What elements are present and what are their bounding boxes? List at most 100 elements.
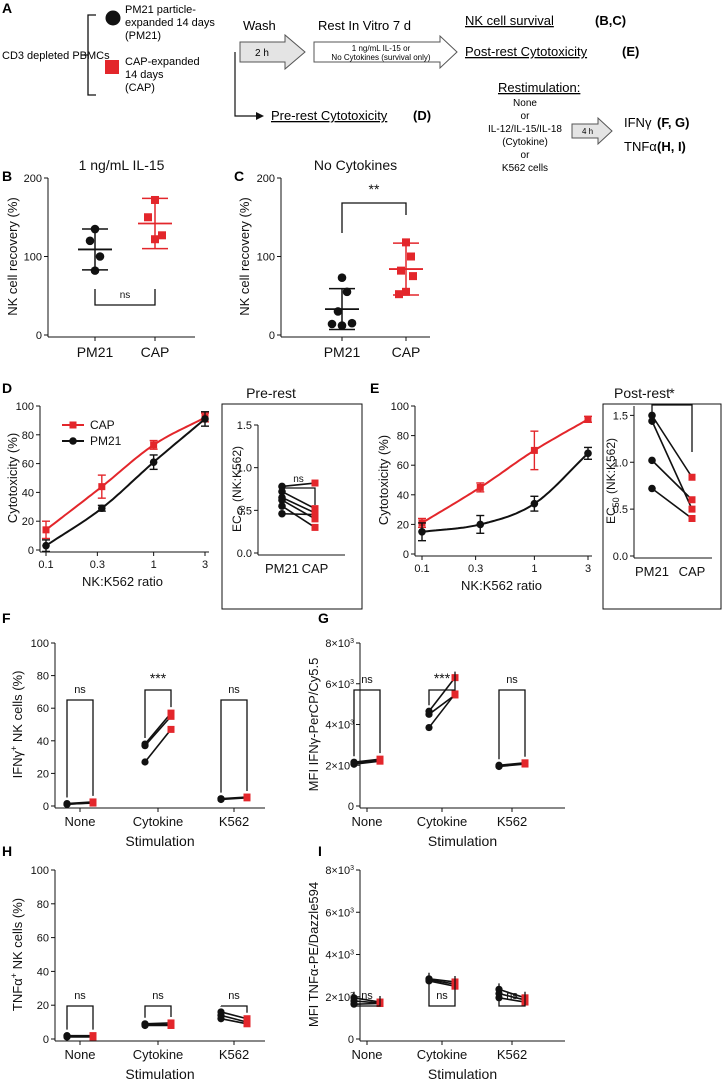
x-tick-label: K562 (219, 1047, 249, 1062)
data-point (95, 252, 105, 261)
outcome-ifng-ref: (F, G) (657, 115, 690, 130)
pair-line (144, 712, 172, 745)
pair-line (66, 801, 94, 806)
pair-line (281, 512, 316, 516)
legend-marker (69, 437, 77, 445)
x-tick-label: 0.1 (414, 563, 429, 575)
x-tick-label: None (64, 814, 95, 829)
restim-option-1: None (513, 98, 537, 109)
chart-d-pre-rest-cytotoxicity: Pre-rest 0 20 40 60 80 100 0.1 0.3 1 3 NK:K562 rati… (5, 385, 296, 589)
data-point-cap (167, 712, 175, 720)
y-tick-label: 200 (257, 173, 275, 185)
x-tick-label: 0.3 (468, 563, 483, 575)
restim-option-4: (Cytokine) (502, 137, 548, 148)
data-point (584, 415, 592, 423)
pre-rest-connector (234, 52, 261, 117)
y-tick-label: 6×103 (325, 679, 354, 691)
panel-label-b: B (2, 168, 12, 184)
data-point-pm21 (63, 800, 71, 808)
x-tick-label: PM21 (77, 344, 114, 360)
start-cells-label: CD3 depleted PBMCs (2, 50, 110, 62)
x-axis-label: Stimulation (428, 1066, 497, 1081)
x-tick-label: CAP (302, 561, 329, 576)
data-point-cap (688, 515, 696, 522)
pair-line (651, 420, 693, 510)
pair-line (498, 988, 526, 999)
y-tick-label: 40 (22, 487, 34, 499)
outcome-survival: NK cell survival (465, 13, 554, 28)
x-tick-label: PM21 (265, 561, 299, 576)
x-tick-label: 1 (151, 559, 157, 571)
restim-time: 4 h (582, 127, 593, 136)
y-tick-label: 6×103 (325, 907, 354, 919)
y-tick-label: 60 (37, 703, 49, 715)
y-tick-label: 0.5 (613, 504, 628, 516)
data-point-cap (311, 511, 319, 519)
y-axis-label: IFNγ+ NK cells (%) (9, 671, 25, 779)
significance-label: *** (150, 670, 167, 686)
panel-label-e: E (370, 380, 379, 396)
pair-line (428, 677, 456, 712)
chart-i-tnfa-mfi: 0 2×103 4×103 6×103 8×103 MFI TNFα-PE/Dazzle5… (306, 865, 565, 1081)
y-tick-label: 40 (37, 966, 49, 978)
data-point (395, 290, 403, 299)
x-tick-label: 3 (585, 563, 591, 575)
pair-line (281, 505, 316, 529)
data-point (409, 272, 417, 281)
pair-line (220, 1017, 248, 1025)
y-tick-label: 0 (43, 801, 49, 813)
y-axis-label: NK cell recovery (%) (5, 197, 20, 315)
x-tick-label: Cytokine (133, 814, 184, 829)
y-tick-label: 100 (31, 638, 49, 650)
data-point-cap (167, 1021, 175, 1029)
panel-label-a: A (2, 0, 12, 16)
outcome-pre-rest: Pre-rest Cytotoxicity (271, 108, 388, 123)
x-tick-label: CAP (141, 344, 170, 360)
significance-label: ns (293, 474, 304, 485)
x-axis-label: Stimulation (428, 833, 497, 849)
pair-line (428, 694, 456, 715)
data-point (397, 266, 405, 275)
data-point-pm21 (425, 723, 433, 732)
data-point-pm21 (648, 456, 656, 465)
legend-marker (69, 421, 77, 429)
data-point-pm21 (648, 484, 656, 493)
significance-bracket (498, 983, 526, 1007)
significance-label: ns (74, 990, 86, 1002)
data-point (530, 446, 538, 454)
significance-label: ns (361, 990, 373, 1002)
x-tick-label: 0.1 (38, 559, 53, 571)
data-point (402, 238, 410, 247)
panel-label-g: G (318, 610, 329, 626)
pair-line (220, 1014, 248, 1023)
data-point (327, 319, 337, 329)
x-axis-label: NK:K562 ratio (82, 574, 163, 589)
wash-arrow (239, 33, 306, 71)
data-point (337, 321, 347, 330)
legend-label: PM21 (90, 434, 122, 448)
y-tick-label: 100 (16, 401, 34, 413)
restimulation-title: Restimulation: (498, 80, 580, 95)
x-tick-label: 0.3 (90, 559, 105, 571)
y-tick-label: 2×103 (325, 992, 354, 1004)
outcome-post-rest: Post-rest Cytotoxicity (465, 44, 588, 59)
data-point-cap (688, 473, 696, 481)
pair-line (144, 1022, 172, 1025)
x-tick-label: 1 (531, 563, 537, 575)
significance-bracket (353, 991, 381, 1007)
data-point (98, 483, 106, 491)
pair-line (498, 763, 526, 768)
significance-label: ns (506, 990, 518, 1002)
data-point (201, 415, 209, 423)
rest-condition-1: 1 ng/mL IL-15 or (352, 44, 411, 53)
data-point-cap (89, 1033, 97, 1041)
data-point (530, 499, 539, 508)
chart-e-post-rest-ec50: 0.0 0.5 1.0 1.5 EC50 (NK:K562) PM21 CAP * (602, 385, 722, 610)
legend-label: CAP (90, 418, 115, 432)
y-tick-label: 100 (24, 252, 42, 264)
data-point (402, 287, 410, 296)
chart-title: Post-rest (614, 385, 670, 401)
significance-bracket (651, 404, 693, 452)
data-point-pm21 (278, 509, 286, 518)
significance-label: *** (434, 670, 451, 686)
